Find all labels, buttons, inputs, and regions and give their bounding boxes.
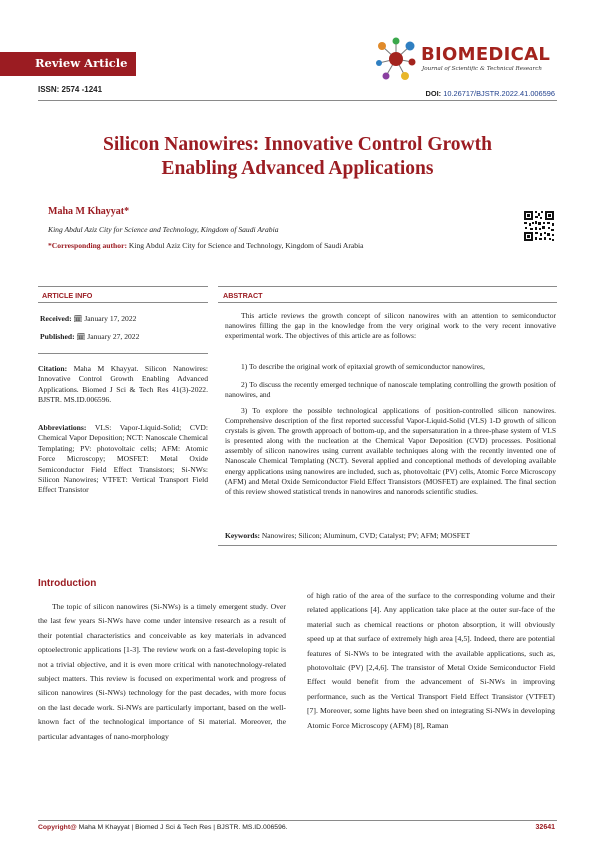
abstract-intro: This article reviews the growth concept … [225, 311, 556, 341]
abbreviations: Abbreviations: VLS: Vapor-Liquid-Solid; … [38, 423, 208, 496]
issn: ISSN: 2574 -1241 [38, 85, 103, 94]
published-label: Published: [40, 332, 75, 341]
doi-link[interactable]: 10.26717/BJSTR.2022.41.006596 [443, 89, 555, 98]
keywords-divider [218, 545, 557, 546]
introduction-heading: Introduction [38, 578, 97, 589]
published-date: Published: 🗓 January 27, 2022 [40, 332, 210, 342]
article-type-label: Review Article [35, 56, 128, 70]
abstract-item-2: 2) To discuss the recently emerged techn… [225, 380, 556, 400]
article-info-heading: ARTICLE INFO [42, 291, 93, 300]
title-line-2: Enabling Advanced Applications [161, 158, 434, 179]
published-value: January 27, 2022 [85, 332, 140, 341]
journal-logo: BIOMEDICAL Journal of Scientific & Techn… [372, 36, 572, 82]
journal-subtitle: Journal of Scientific & Technical Resear… [422, 66, 542, 72]
introduction-column-1: The topic of silicon nanowires (Si-NWs) … [38, 602, 286, 741]
title-line-1: Silicon Nanowires: Innovative Control Gr… [103, 134, 492, 155]
received-value: January 17, 2022 [82, 314, 137, 323]
keywords-label: Keywords: [225, 531, 260, 540]
abstract-heading: ABSTRACT [223, 291, 263, 300]
keywords: Keywords: Nanowires; Silicon; Aluminum, … [225, 531, 556, 541]
molecule-logo-icon [376, 37, 416, 80]
abstract-item-3: 3) To explore the possible technological… [225, 406, 556, 496]
citation-text: Maha M Khayyat. Silicon Nanowires: Innov… [38, 364, 208, 405]
corresponding-author: *Corresponding author: King Abdul Aziz C… [48, 241, 364, 250]
dates-divider [38, 353, 208, 354]
article-title: Silicon Nanowires: Innovative Control Gr… [38, 133, 557, 181]
received-date: Received: 🗓 January 17, 2022 [40, 314, 210, 324]
received-label: Received: [40, 314, 72, 323]
footer-divider [38, 820, 557, 821]
introduction-column-2: of high ratio of the area of the surface… [307, 591, 555, 730]
abbreviations-label: Abbreviations: [38, 423, 87, 432]
article-info-top-rule [38, 286, 208, 287]
qr-code-icon[interactable] [523, 210, 555, 242]
abstract-item-1: 1) To describe the original work of epit… [241, 362, 485, 371]
copyright-text: Maha M Khayyat | Biomed J Sci & Tech Res… [76, 824, 288, 831]
article-info-bottom-rule [38, 302, 208, 303]
citation-label: Citation: [38, 364, 68, 373]
doi-label: DOI: [425, 89, 442, 98]
abstract-top-rule [218, 286, 557, 287]
footer-copyright: Copyright@ Maha M Khayyat | Biomed J Sci… [38, 824, 288, 831]
page-number: 32641 [535, 824, 555, 831]
corresponding-text: King Abdul Aziz City for Science and Tec… [126, 241, 364, 250]
citation: Citation: Maha M Khayyat. Silicon Nanowi… [38, 364, 208, 406]
article-type-badge: Review Article [0, 52, 136, 76]
abstract-bottom-rule [218, 302, 557, 303]
author-name: Maha M Khayyat* [48, 206, 130, 217]
journal-name: BIOMEDICAL [421, 44, 551, 65]
calendar-icon: 🗓 [76, 333, 86, 341]
corresponding-label: *Corresponding author: [48, 241, 127, 250]
copyright-label: Copyright@ [38, 824, 77, 831]
abbreviations-text: VLS: Vapor-Liquid-Solid; CVD: Chemical V… [38, 423, 208, 495]
header-divider [38, 100, 557, 101]
keywords-text: Nanowires; Silicon; Aluminum, CVD; Catal… [260, 531, 471, 540]
doi: DOI: 10.26717/BJSTR.2022.41.006596 [426, 89, 555, 98]
calendar-icon: 🗓 [73, 315, 83, 323]
author-affiliation: King Abdul Aziz City for Science and Tec… [48, 225, 279, 234]
